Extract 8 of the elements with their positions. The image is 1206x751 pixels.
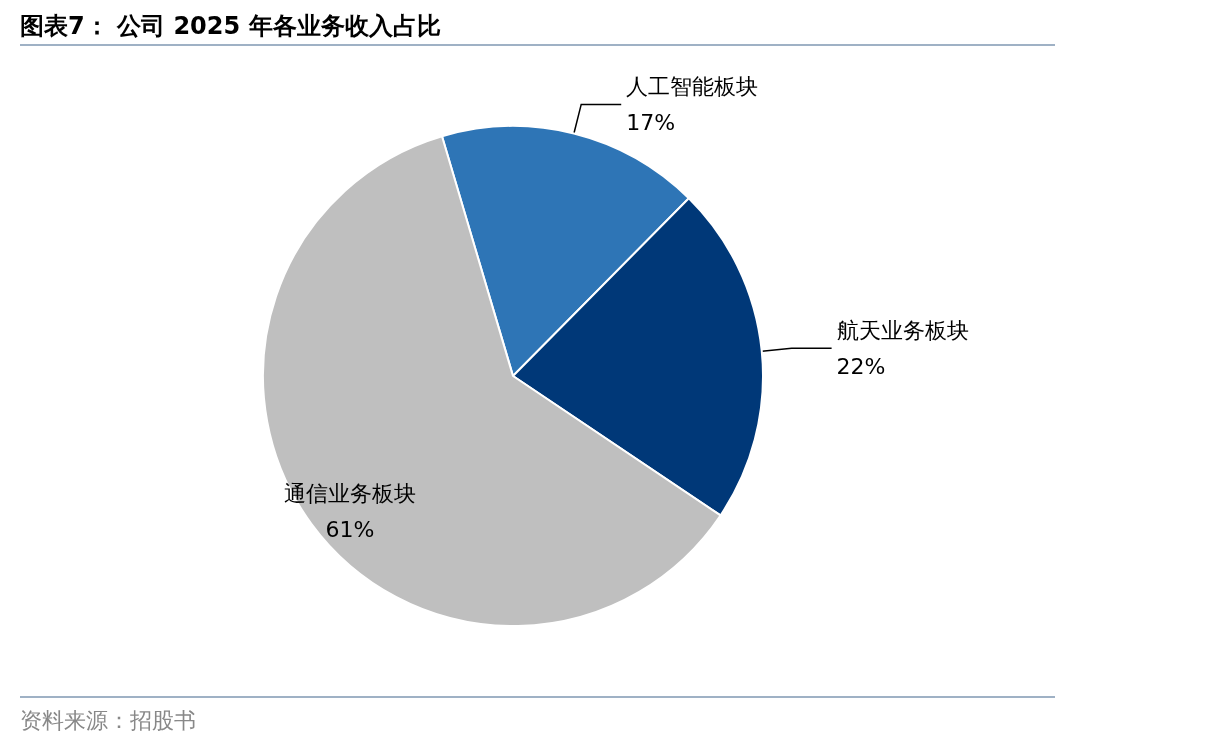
slice-label: 航天业务板块 (836, 317, 969, 343)
slice-label: 通信业务板块 (283, 481, 416, 507)
data-label: 61% (325, 517, 375, 543)
slice-label: 人工智能板块 (626, 73, 759, 99)
chart-title: 图表7： 公司 2025 年各业务收入占比 (20, 11, 441, 42)
text: 资料来源：招股书 (20, 707, 196, 735)
data-label: 22% (836, 353, 886, 379)
data-label: 17% (626, 109, 676, 135)
